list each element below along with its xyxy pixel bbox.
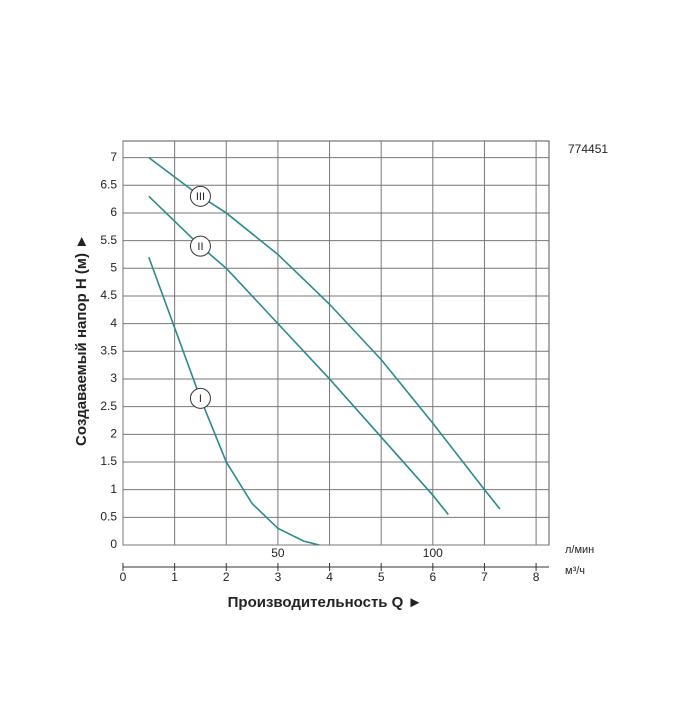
- x2-tick-label: 50: [271, 546, 285, 560]
- plot-frame: [122, 140, 550, 546]
- curve-label-circle: [189, 387, 211, 409]
- x-tick-label: 8: [533, 570, 540, 584]
- x-tick-label: 2: [223, 570, 230, 584]
- model-code: 774451: [568, 142, 608, 156]
- x-tick-label: 3: [275, 570, 282, 584]
- y-tick-label: 4.5: [100, 288, 117, 302]
- y-tick-label: 0: [110, 537, 117, 551]
- curve-label: II: [197, 241, 203, 253]
- x-tick-label: 5: [378, 570, 385, 584]
- x-unit: м³/ч: [565, 565, 585, 577]
- y-tick-label: 0.5: [100, 510, 117, 524]
- curve-label-circle: [189, 185, 211, 207]
- curve: [148, 156, 501, 510]
- curve-label: I: [199, 393, 202, 405]
- y-tick-label: 2: [110, 426, 117, 440]
- x2-tick-label: 100: [423, 546, 443, 560]
- y-tick-label: 2.5: [100, 399, 117, 413]
- y-tick-label: 7: [110, 150, 117, 164]
- y-tick-label: 5: [110, 260, 117, 274]
- curve-label: III: [196, 191, 205, 203]
- x-tick-label: 1: [171, 570, 178, 584]
- y-tick-label: 4: [110, 316, 117, 330]
- x-tick-label: 7: [481, 570, 488, 584]
- y-axis-title: Создаваемый напор H (м) ►: [73, 234, 90, 446]
- y-tick-label: 3: [110, 371, 117, 385]
- y-tick-label: 6.5: [100, 177, 117, 191]
- curve-label-circle: [189, 235, 211, 257]
- x-axis-title: Производительность Q ►: [228, 594, 423, 611]
- x2-unit: л/мин: [565, 544, 594, 556]
- x-tick-label: 0: [120, 570, 127, 584]
- y-tick-label: 5.5: [100, 233, 117, 247]
- y-tick-label: 1: [110, 482, 117, 496]
- x-tick-label: 4: [326, 570, 333, 584]
- y-tick-label: 6: [110, 205, 117, 219]
- y-tick-label: 3.5: [100, 343, 117, 357]
- y-tick-label: 1.5: [100, 454, 117, 468]
- x-tick-label: 6: [429, 570, 436, 584]
